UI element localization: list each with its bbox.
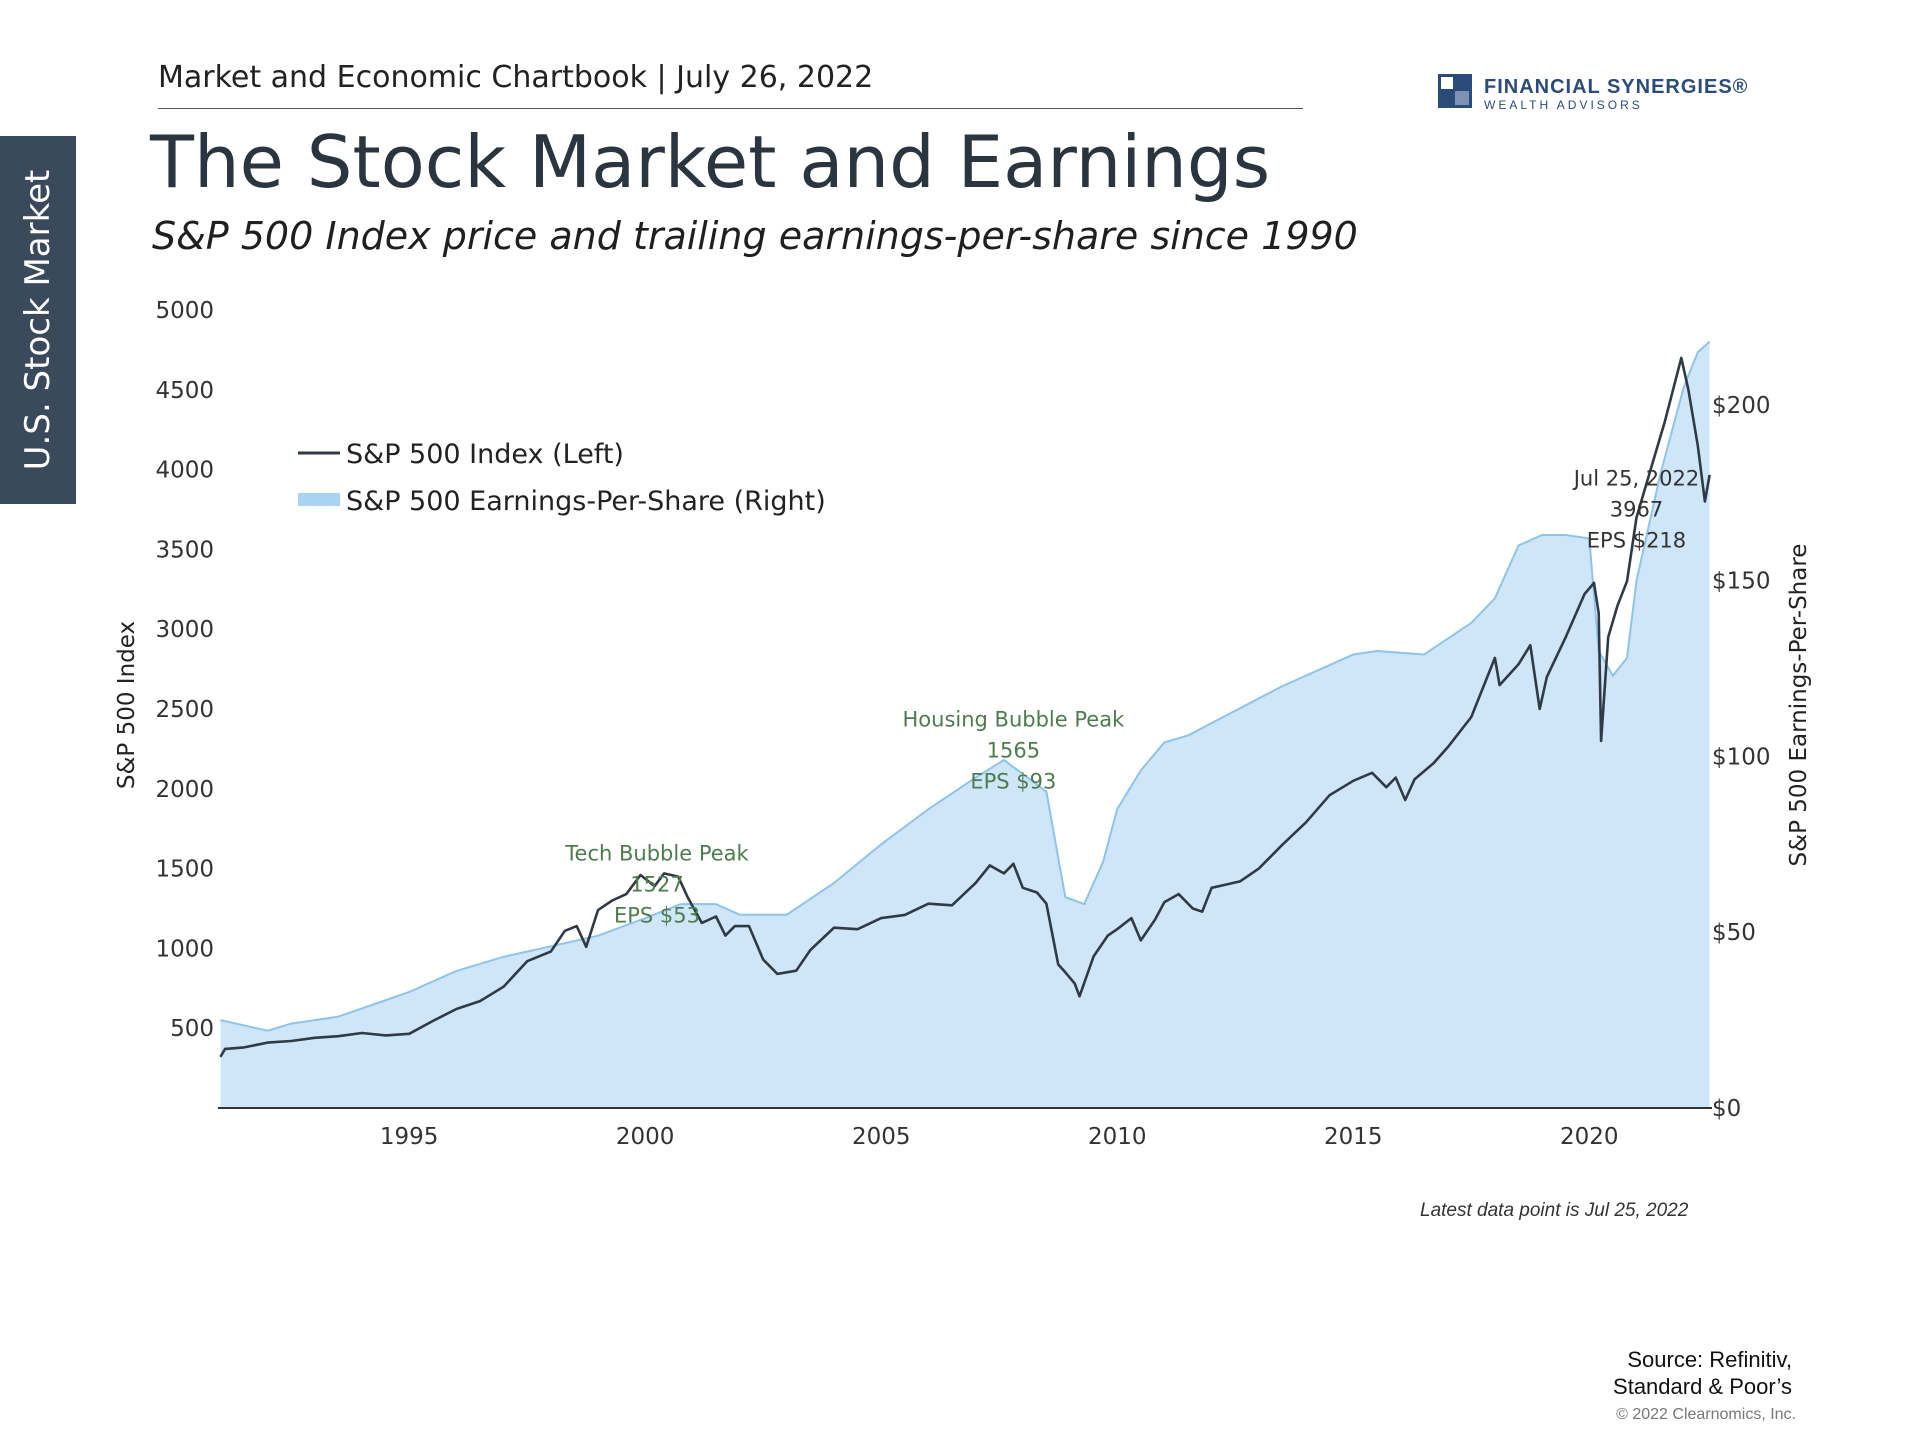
y2-tick-label: $0 (1712, 1096, 1741, 1122)
eps-area (220, 341, 1710, 1109)
y-tick-label: 3000 (155, 617, 214, 643)
y-axis-title: S&P 500 Index (114, 621, 140, 789)
logo-subname: WEALTH ADVISORS (1484, 98, 1643, 112)
y-tick-label: 4500 (155, 378, 214, 404)
annotation-label: 3967 (1610, 498, 1663, 522)
y-tick-label: 4000 (155, 458, 214, 484)
section-tab: U.S. Stock Market (0, 136, 76, 504)
logo-name: FINANCIAL SYNERGIES® (1484, 76, 1749, 98)
header-divider (158, 108, 1303, 109)
annotation-label: 1565 (987, 739, 1040, 763)
annotation-label: EPS $53 (614, 904, 700, 928)
annotation-label: EPS $93 (970, 770, 1056, 794)
x-tick-label: 1995 (380, 1124, 439, 1150)
x-tick-label: 2000 (616, 1124, 675, 1150)
source-line-1: Source: Refinitiv, (1627, 1347, 1792, 1372)
copyright: © 2022 Clearnomics, Inc. (1616, 1406, 1796, 1423)
legend-area-swatch (298, 493, 340, 506)
annotation-label: EPS $218 (1587, 529, 1686, 553)
y-tick-label: 1000 (155, 936, 214, 962)
x-tick-label: 2005 (852, 1124, 911, 1150)
legend-label-eps: S&P 500 Earnings-Per-Share (Right) (346, 486, 826, 517)
x-tick-label: 2010 (1088, 1124, 1147, 1150)
x-tick-label: 2015 (1324, 1124, 1383, 1150)
logo-mark-icon (1438, 74, 1472, 108)
annotation-label: Jul 25, 2022 (1572, 467, 1700, 491)
page-subtitle: S&P 500 Index price and trailing earning… (152, 214, 1358, 258)
y-tick-label: 3500 (155, 537, 214, 563)
y-tick-label: 500 (170, 1016, 214, 1042)
y2-axis-title: S&P 500 Earnings-Per-Share (1786, 544, 1812, 867)
company-logo: FINANCIAL SYNERGIES® WEALTH ADVISORS (1438, 74, 1758, 114)
latest-data-note: Latest data point is Jul 25, 2022 (1420, 1200, 1689, 1221)
source-line-2: Standard & Poor’s (1613, 1374, 1792, 1399)
chartbook-header: Market and Economic Chartbook | July 26,… (158, 60, 874, 95)
y2-tick-label: $100 (1712, 744, 1771, 770)
page-title: The Stock Market and Earnings (150, 120, 1271, 204)
y-tick-label: 2500 (155, 697, 214, 723)
y-tick-label: 5000 (155, 298, 214, 324)
y2-tick-label: $50 (1712, 920, 1756, 946)
annotation-label: Housing Bubble Peak (903, 708, 1126, 732)
y2-tick-label: $200 (1712, 393, 1771, 419)
legend-label-sp500: S&P 500 Index (Left) (346, 439, 624, 470)
x-tick-label: 2020 (1560, 1124, 1619, 1150)
annotation-label: 1527 (630, 873, 683, 897)
y-tick-label: 1500 (155, 857, 214, 883)
y2-tick-label: $150 (1712, 569, 1771, 595)
y-tick-label: 2000 (155, 777, 214, 803)
annotation-label: Tech Bubble Peak (564, 842, 749, 866)
sp500-line (219, 356, 1711, 1058)
source-note: Source: Refinitiv, Standard & Poor’s (1613, 1346, 1792, 1400)
